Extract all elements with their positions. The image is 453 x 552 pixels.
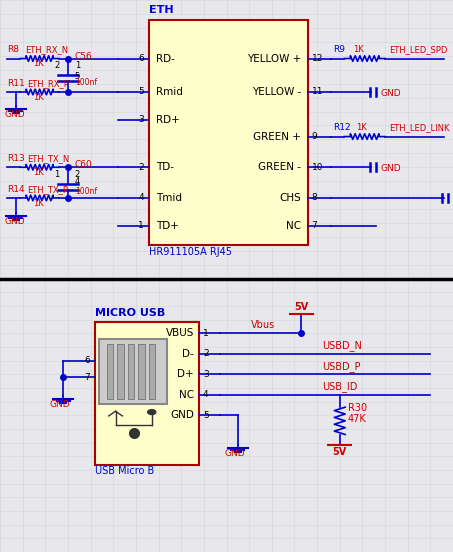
Text: 5: 5 — [138, 87, 144, 97]
Text: 1K: 1K — [33, 93, 43, 102]
Text: 2: 2 — [203, 349, 208, 358]
Text: 7: 7 — [84, 373, 90, 381]
Text: ETH_LED_LINK: ETH_LED_LINK — [390, 124, 450, 132]
Text: 1K: 1K — [33, 168, 43, 177]
Text: Vbus: Vbus — [251, 321, 276, 331]
Text: RD+: RD+ — [156, 115, 180, 125]
Text: ETH_TX_N: ETH_TX_N — [27, 154, 69, 163]
Text: R11: R11 — [7, 79, 24, 88]
Text: 100nf: 100nf — [75, 78, 97, 87]
Text: 1K: 1K — [33, 199, 43, 208]
Bar — [117, 344, 124, 399]
Text: D-: D- — [182, 349, 194, 359]
Text: 6: 6 — [138, 54, 144, 63]
Text: 2: 2 — [139, 163, 144, 172]
Bar — [95, 322, 199, 465]
Text: ETH_RX_P: ETH_RX_P — [27, 79, 69, 88]
Text: R9: R9 — [333, 45, 345, 55]
Text: ETH: ETH — [149, 4, 174, 14]
Text: 12: 12 — [312, 54, 323, 63]
Text: 100nf: 100nf — [75, 187, 97, 196]
Bar — [128, 344, 134, 399]
Text: TD-: TD- — [156, 162, 174, 172]
Bar — [138, 344, 145, 399]
Text: 5: 5 — [75, 72, 80, 81]
Text: 6: 6 — [84, 356, 90, 365]
Bar — [149, 344, 155, 399]
Text: HR911105A RJ45: HR911105A RJ45 — [149, 247, 232, 257]
Text: 4: 4 — [75, 177, 80, 186]
Text: GND: GND — [381, 164, 401, 173]
Text: USBD_P: USBD_P — [322, 361, 360, 372]
Text: 1: 1 — [75, 61, 80, 70]
Text: Rmid: Rmid — [156, 87, 183, 97]
Text: USB Micro B: USB Micro B — [95, 466, 154, 476]
Text: 1: 1 — [54, 170, 60, 179]
Circle shape — [148, 410, 156, 415]
Text: 5V: 5V — [294, 302, 308, 312]
Text: R13: R13 — [7, 154, 24, 163]
Text: R14: R14 — [7, 185, 24, 194]
Text: 7: 7 — [312, 221, 318, 230]
Text: 2: 2 — [75, 170, 80, 179]
Text: 1: 1 — [138, 221, 144, 230]
Text: ETH_RX_N: ETH_RX_N — [25, 45, 68, 55]
Text: TD+: TD+ — [156, 221, 179, 231]
Text: 1K: 1K — [353, 45, 364, 55]
Text: 5: 5 — [203, 411, 209, 420]
Text: GND: GND — [224, 449, 245, 458]
Text: GND: GND — [5, 109, 25, 119]
Text: ETH_LED_SPD: ETH_LED_SPD — [390, 45, 448, 55]
Text: 47K: 47K — [348, 414, 366, 424]
Text: 10: 10 — [312, 163, 323, 172]
Text: GND: GND — [381, 89, 401, 98]
Text: CHS: CHS — [280, 193, 301, 203]
Text: C56: C56 — [75, 51, 92, 61]
Text: GREEN +: GREEN + — [253, 131, 301, 142]
Text: RD-: RD- — [156, 54, 175, 63]
Text: 3: 3 — [138, 115, 144, 124]
Bar — [149, 19, 308, 245]
Text: VBUS: VBUS — [165, 328, 194, 338]
Text: 3: 3 — [203, 370, 209, 379]
Text: YELLOW +: YELLOW + — [247, 54, 301, 63]
Text: 4: 4 — [203, 390, 208, 400]
Text: D+: D+ — [177, 369, 194, 379]
Text: 1K: 1K — [33, 60, 43, 68]
Text: ETH_TX_P: ETH_TX_P — [27, 185, 68, 194]
Text: MICRO USB: MICRO USB — [95, 307, 165, 317]
Text: C60: C60 — [75, 160, 92, 169]
Text: GND: GND — [50, 400, 71, 408]
Text: USBD_N: USBD_N — [322, 341, 361, 351]
Bar — [99, 339, 167, 405]
Text: NC: NC — [286, 221, 301, 231]
Text: NC: NC — [179, 390, 194, 400]
Text: 4: 4 — [139, 193, 144, 203]
Text: YELLOW -: YELLOW - — [252, 87, 301, 97]
Text: Tmid: Tmid — [156, 193, 182, 203]
Bar — [107, 344, 113, 399]
Text: USB_ID: USB_ID — [322, 381, 357, 392]
Text: GND: GND — [170, 410, 194, 421]
Text: 5V: 5V — [333, 447, 347, 457]
Text: 1K: 1K — [356, 124, 366, 132]
Text: GREEN -: GREEN - — [258, 162, 301, 172]
Text: 1: 1 — [203, 329, 209, 338]
Text: R12: R12 — [333, 124, 351, 132]
Text: 11: 11 — [312, 87, 323, 97]
Text: 8: 8 — [312, 193, 318, 203]
Text: R8: R8 — [7, 45, 19, 55]
Text: GND: GND — [5, 217, 25, 226]
Text: 2: 2 — [54, 61, 60, 70]
Text: 9: 9 — [312, 132, 318, 141]
Text: R30: R30 — [348, 404, 367, 413]
